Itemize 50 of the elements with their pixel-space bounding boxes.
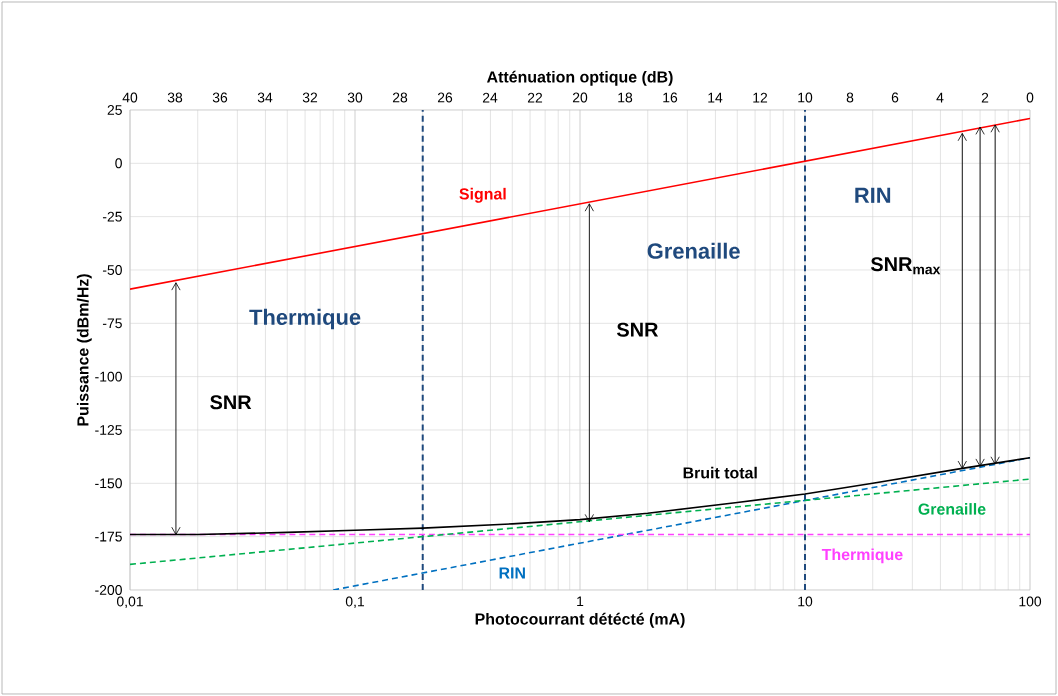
x-tick-label: 0,1 <box>345 596 365 609</box>
x-tick-label: 10 <box>798 596 813 607</box>
x2-tick-label: 26 <box>437 92 453 103</box>
x2-tick-label: 0 <box>1026 92 1034 103</box>
series-label: RIN <box>499 567 525 579</box>
series-label: Thermique <box>821 548 903 564</box>
x2-tick-label: 28 <box>392 92 408 103</box>
x2-tick-label: 36 <box>212 92 228 103</box>
y-tick-label: -50 <box>102 265 122 275</box>
x2-tick-label: 30 <box>347 92 363 103</box>
x2-tick-label: 38 <box>167 92 183 103</box>
y-tick-label: -150 <box>95 478 122 489</box>
x2-tick-label: 32 <box>302 92 318 103</box>
x2-tick-label: 4 <box>936 92 944 103</box>
x2-tick-label: 22 <box>527 92 543 103</box>
y-tick-label: -175 <box>95 531 122 542</box>
x2-tick-label: 40 <box>122 92 138 103</box>
x-tick-label: 1 <box>577 596 584 607</box>
annotation: SNR <box>616 322 659 337</box>
annotation: Grenaille <box>647 242 740 259</box>
x2-tick-label: 14 <box>708 92 723 103</box>
x-axis-title: Photocourrant détécté (mA) <box>475 612 685 628</box>
annotation: SNR$_{max}$ <box>870 257 941 275</box>
y-tick-label: -125 <box>95 425 122 435</box>
y-tick-label: 0 <box>115 158 122 169</box>
x2-tick-label: 24 <box>482 92 498 103</box>
annotation: RIN <box>855 187 891 203</box>
x2-tick-label: 12 <box>753 92 768 103</box>
y-tick-label: -25 <box>102 211 122 222</box>
series-label: Grenaille <box>918 503 986 515</box>
x2-tick-label: 20 <box>572 92 588 103</box>
x-tick-label: 0,01 <box>116 596 143 609</box>
x2-tick-label: 2 <box>981 92 989 103</box>
y-tick-label: 25 <box>107 105 122 115</box>
y-axis-title: Puissance (dBm/Hz) <box>76 274 92 426</box>
x2-tick-label: 18 <box>618 92 633 103</box>
x2-tick-label: 6 <box>891 92 899 103</box>
series-label: Signal <box>459 187 506 203</box>
x2-tick-label: 10 <box>798 92 813 103</box>
x2-tick-label: 16 <box>663 92 678 103</box>
y-tick-label: -100 <box>95 371 122 382</box>
x2-tick-label: 34 <box>257 92 273 103</box>
annotation: Thermique <box>249 308 361 330</box>
x2-axis-title: Atténuation optique (dB) <box>486 70 673 86</box>
annotation: SNR <box>210 395 252 410</box>
series-label: Bruit total <box>683 466 757 479</box>
x2-tick-label: 8 <box>846 92 854 103</box>
x-tick-label: 100 <box>1019 596 1042 607</box>
y-tick-label: -200 <box>95 585 122 595</box>
y-tick-label: -75 <box>102 318 122 329</box>
